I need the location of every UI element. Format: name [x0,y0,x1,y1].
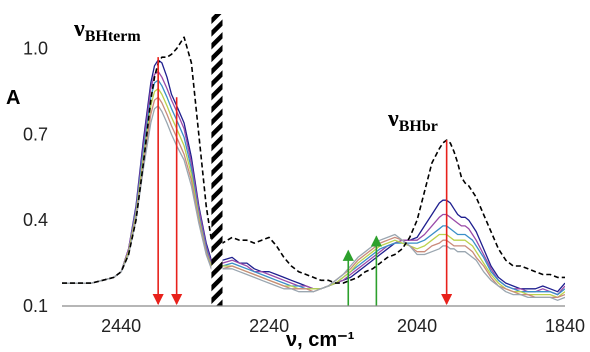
spectra-series [62,36,565,301]
y-tick-label: 0.4 [23,210,48,230]
series-line-19 [62,105,565,301]
x-tick-label: 2440 [101,316,141,336]
series-line-5 [62,70,565,296]
bhterm-symbol: ν [73,16,85,42]
gap-hatch [211,14,223,306]
x-tick-labels: 2440 2240 2040 1840 [101,316,585,336]
bhterm-annotation: νBHterm [73,16,141,45]
x-axis-label: ν, cm⁻¹ [286,329,355,351]
series-line-0 [62,59,565,293]
bhbr-subscript: BHbr [399,118,438,135]
y-axis-label: A [6,87,20,109]
x-tick-label: 2240 [249,316,289,336]
y-tick-labels: 0.1 0.4 0.7 1.0 [23,39,48,316]
x-tick-label: 2040 [397,316,437,336]
y-tick-label: 0.7 [23,124,48,144]
bhbr-annotation: νBHbr [387,106,438,135]
bhbr-symbol: ν [387,106,399,132]
y-tick-label: 0.1 [23,296,48,316]
series-line-13 [62,87,565,299]
change-arrows [152,57,453,306]
bhterm-subscript: BHterm [85,28,142,45]
x-tick-label: 1840 [545,316,585,336]
series-dashed-line [62,36,565,284]
y-tick-label: 1.0 [23,39,48,59]
hatched-gap [211,14,223,306]
